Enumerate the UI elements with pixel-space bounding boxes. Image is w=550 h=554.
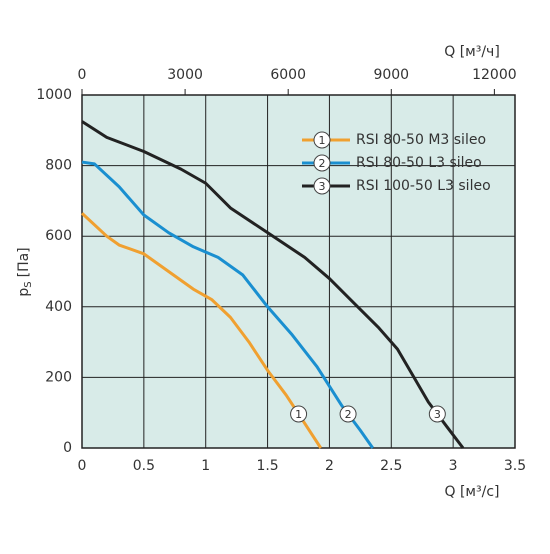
x-tick-label: 0 bbox=[78, 458, 87, 474]
marker-number: 1 bbox=[319, 134, 326, 147]
legend-label: RSI 80-50 L3 sileo bbox=[356, 155, 482, 171]
x2-tick-label: 3000 bbox=[167, 67, 203, 83]
x-axis-label: Q [м³/с] bbox=[445, 484, 500, 500]
x2-axis-label: Q [м³/ч] bbox=[444, 44, 500, 60]
x-tick-label: 1 bbox=[201, 458, 210, 474]
y-tick-label: 800 bbox=[45, 158, 72, 174]
y-tick-label: 0 bbox=[63, 440, 72, 456]
marker-circle bbox=[339, 405, 357, 423]
y-tick-label: 1000 bbox=[36, 87, 72, 103]
x-tick-label: 2.5 bbox=[380, 458, 402, 474]
x2-tick-label: 0 bbox=[78, 67, 87, 83]
x-tick-label: 2 bbox=[325, 458, 334, 474]
curve bbox=[80, 212, 323, 449]
x2-tick-label: 9000 bbox=[373, 67, 409, 83]
marker-circle bbox=[313, 154, 331, 172]
x-tick-label: 1.5 bbox=[256, 458, 278, 474]
marker-circle bbox=[290, 405, 308, 423]
marker-circle bbox=[428, 405, 446, 423]
y-tick-label: 200 bbox=[45, 369, 72, 385]
marker-number: 2 bbox=[345, 408, 352, 421]
marker-number: 3 bbox=[434, 408, 441, 421]
marker-number: 3 bbox=[319, 180, 326, 193]
legend-label: RSI 80-50 M3 sileo bbox=[356, 132, 486, 148]
marker-number: 1 bbox=[295, 408, 302, 421]
marker-circle bbox=[313, 177, 331, 195]
y-label-symbol: p bbox=[16, 288, 32, 297]
x-tick-label: 3.5 bbox=[504, 458, 526, 474]
plot-frame bbox=[81, 94, 516, 449]
curve bbox=[81, 120, 465, 449]
x2-tick-label: 12000 bbox=[472, 67, 517, 83]
y-axis-label: pS [Па] bbox=[16, 247, 34, 296]
x2-tick-label: 6000 bbox=[270, 67, 306, 83]
marker-number: 2 bbox=[319, 157, 326, 170]
y-tick-label: 600 bbox=[45, 228, 72, 244]
x-tick-label: 3 bbox=[449, 458, 458, 474]
y-tick-label: 400 bbox=[45, 299, 72, 315]
y-label-unit: [Па] bbox=[16, 247, 32, 277]
marker-circle bbox=[313, 131, 331, 149]
y-label-subscript: S bbox=[23, 281, 34, 287]
curve bbox=[81, 160, 374, 449]
plot-area bbox=[82, 95, 515, 448]
legend-label: RSI 100-50 L3 sileo bbox=[356, 178, 491, 194]
x-tick-label: 0.5 bbox=[133, 458, 155, 474]
